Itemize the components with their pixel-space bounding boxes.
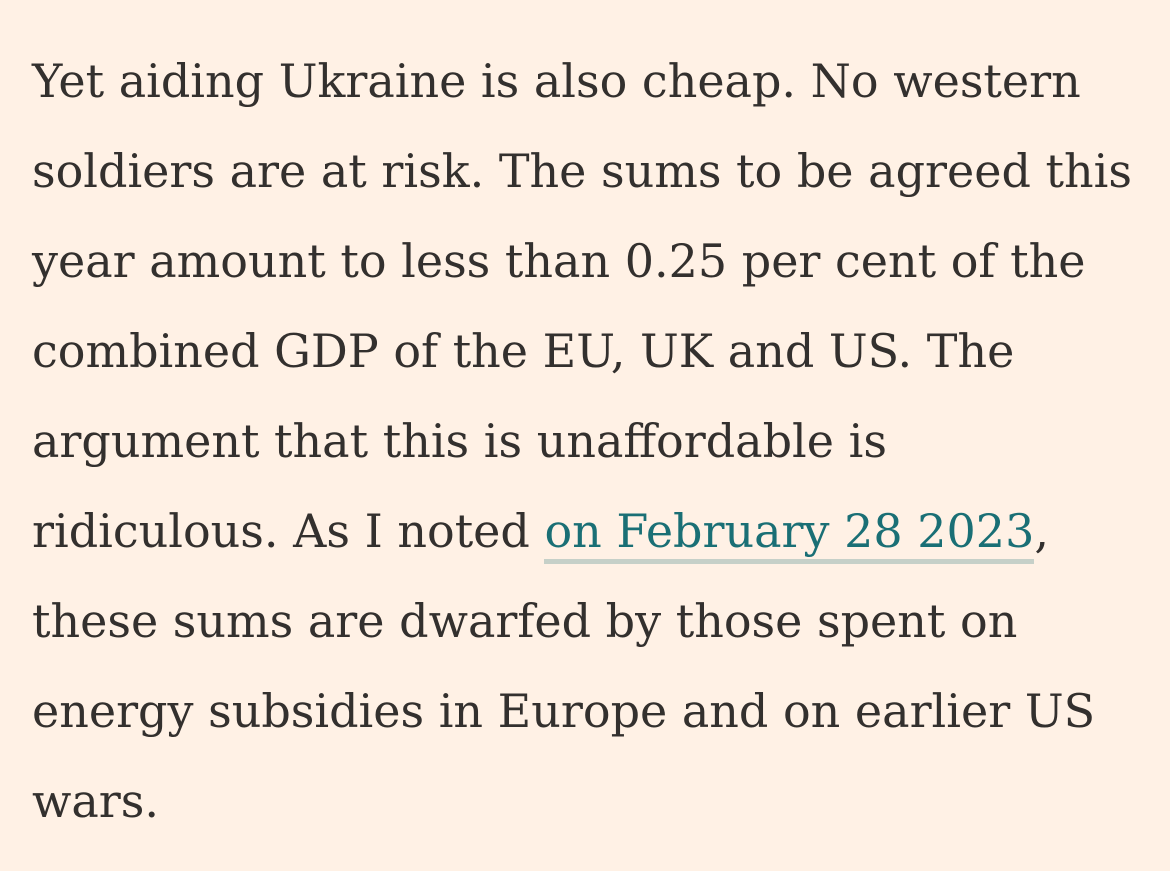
paragraph-line-7: these sums are dwarfed by those spent on bbox=[32, 594, 1018, 648]
paragraph-line-9: wars. bbox=[32, 774, 160, 828]
paragraph-line-8: energy subsidies in Europe and on earlie… bbox=[32, 684, 1096, 738]
paragraph-line-2: soldiers are at risk. The sums to be agr… bbox=[32, 144, 1132, 198]
link-line-suffix: , bbox=[1034, 504, 1049, 558]
paragraph-line-1: Yet aiding Ukraine is also cheap. No wes… bbox=[32, 54, 1081, 108]
paragraph-line-3: year amount to less than 0.25 per cent o… bbox=[32, 234, 1086, 288]
article-paragraph: Yet aiding Ukraine is also cheap. No wes… bbox=[32, 36, 1142, 846]
article-reference-link[interactable]: on February 28 2023 bbox=[544, 504, 1035, 564]
paragraph-line-6: ridiculous. As I noted on February 28 20… bbox=[32, 486, 1142, 576]
paragraph-line-5: argument that this is unaffordable is bbox=[32, 414, 887, 468]
paragraph-line-4: combined GDP of the EU, UK and US. The bbox=[32, 324, 1015, 378]
link-line-prefix: ridiculous. As I noted bbox=[32, 504, 545, 558]
